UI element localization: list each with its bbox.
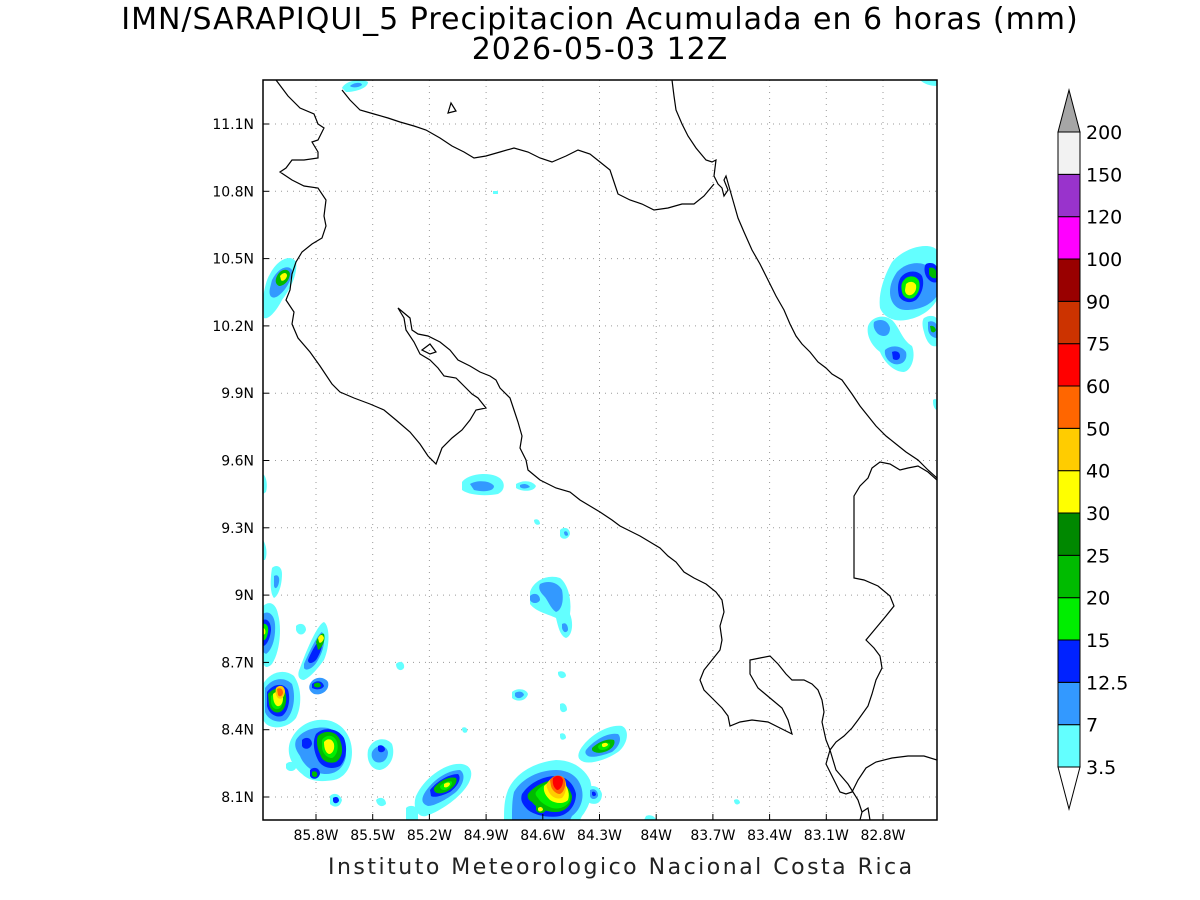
lon-tick-label: 85.8W bbox=[293, 828, 338, 844]
rain-cell bbox=[263, 566, 394, 807]
longitude-axis: 85.8W 85.5W 85.2W 84.9W 84.6W 84.3W 84W 83.7W 83… bbox=[293, 828, 905, 844]
rain-cell bbox=[530, 576, 573, 638]
lon-tick-label: 83.4W bbox=[747, 828, 792, 844]
colorbar-swatch bbox=[1057, 216, 1081, 260]
colorbar-max-triangle bbox=[1057, 88, 1081, 133]
map-datetime: 2026-05-03 12Z bbox=[471, 32, 729, 67]
lat-tick-label: 9N bbox=[235, 588, 254, 604]
footer-credit: Instituto Meteorologico Nacional Costa R… bbox=[328, 855, 915, 880]
rain-cell bbox=[263, 474, 740, 820]
lat-tick-label: 8.7N bbox=[221, 655, 254, 671]
colorbar-label: 30 bbox=[1086, 503, 1110, 525]
lon-tick-label: 85.2W bbox=[407, 828, 452, 844]
colorbar-label: 75 bbox=[1086, 334, 1110, 356]
colorbar-swatch bbox=[1057, 512, 1081, 556]
latitude-axis: 11.1N 10.8N 10.5N 10.2N 9.9N 9.6N 9.3N 9N 8.7N 8.… bbox=[212, 117, 254, 806]
precipitation-cells bbox=[263, 80, 937, 820]
colorbar-label: 100 bbox=[1086, 249, 1122, 271]
colorbar: 3.5 7 12.5 15 20 25 30 40 50 60 75 90 100 120 150 200 bbox=[1057, 88, 1128, 811]
colorbar-swatch bbox=[1057, 554, 1081, 599]
axis-ticks bbox=[263, 123, 884, 820]
rain-cell bbox=[578, 725, 627, 763]
colorbar-label: 200 bbox=[1086, 122, 1122, 144]
rain-cell bbox=[462, 474, 570, 539]
lon-tick-label: 83.7W bbox=[690, 828, 735, 844]
colorbar-label: 90 bbox=[1086, 291, 1110, 313]
lon-tick-label: 83.1W bbox=[804, 828, 849, 844]
colorbar-swatch bbox=[1057, 173, 1081, 218]
rain-cell bbox=[879, 246, 937, 321]
rain-cell bbox=[504, 733, 602, 820]
map-title: IMN/SARAPIQUI_5 Precipitacion Acumulada … bbox=[121, 2, 1079, 37]
lat-tick-label: 10.2N bbox=[212, 319, 254, 335]
lat-tick-label: 10.8N bbox=[212, 184, 254, 200]
gridlines bbox=[263, 80, 937, 820]
colorbar-swatch bbox=[1057, 131, 1081, 175]
lat-tick-label: 9.6N bbox=[221, 454, 254, 470]
colorbar-label: 60 bbox=[1086, 376, 1110, 398]
rain-cell bbox=[867, 315, 937, 410]
lat-tick-label: 9.3N bbox=[221, 521, 254, 537]
colorbar-label: 15 bbox=[1086, 630, 1110, 652]
colorbar-label: 20 bbox=[1086, 588, 1110, 610]
colorbar-swatch bbox=[1057, 470, 1081, 514]
colorbar-swatch bbox=[1057, 681, 1081, 726]
lat-tick-label: 9.9N bbox=[221, 386, 254, 402]
lat-tick-label: 10.5N bbox=[212, 252, 254, 268]
colorbar-label: 150 bbox=[1086, 164, 1122, 186]
coastlines bbox=[275, 80, 937, 820]
lon-tick-label: 84W bbox=[640, 828, 672, 844]
lon-tick-label: 84.6W bbox=[520, 828, 565, 844]
lon-tick-label: 82.8W bbox=[860, 828, 905, 844]
rain-cell bbox=[406, 763, 472, 820]
lon-tick-label: 85.5W bbox=[350, 828, 395, 844]
colorbar-swatch bbox=[1057, 724, 1081, 768]
colorbar-swatch bbox=[1057, 385, 1081, 429]
lat-tick-label: 11.1N bbox=[212, 117, 254, 133]
colorbar-swatch bbox=[1057, 343, 1081, 387]
colorbar-label: 7 bbox=[1086, 715, 1098, 737]
colorbar-swatch bbox=[1057, 427, 1081, 472]
rain-cell bbox=[342, 80, 937, 194]
rain-cell bbox=[263, 258, 297, 319]
lon-tick-label: 84.9W bbox=[464, 828, 509, 844]
lon-tick-label: 84.3W bbox=[577, 828, 622, 844]
colorbar-label: 25 bbox=[1086, 545, 1110, 567]
lat-tick-label: 8.1N bbox=[221, 790, 254, 806]
colorbar-label: 50 bbox=[1086, 418, 1110, 440]
colorbar-min-triangle bbox=[1057, 766, 1081, 811]
colorbar-swatch bbox=[1057, 300, 1081, 345]
lat-tick-label: 8.4N bbox=[221, 723, 254, 739]
colorbar-label: 120 bbox=[1086, 207, 1122, 229]
colorbar-swatch bbox=[1057, 597, 1081, 641]
colorbar-label: 12.5 bbox=[1086, 672, 1128, 694]
colorbar-label: 3.5 bbox=[1086, 757, 1116, 779]
colorbar-swatch bbox=[1057, 639, 1081, 683]
colorbar-label: 40 bbox=[1086, 461, 1110, 483]
colorbar-swatch bbox=[1057, 258, 1081, 302]
